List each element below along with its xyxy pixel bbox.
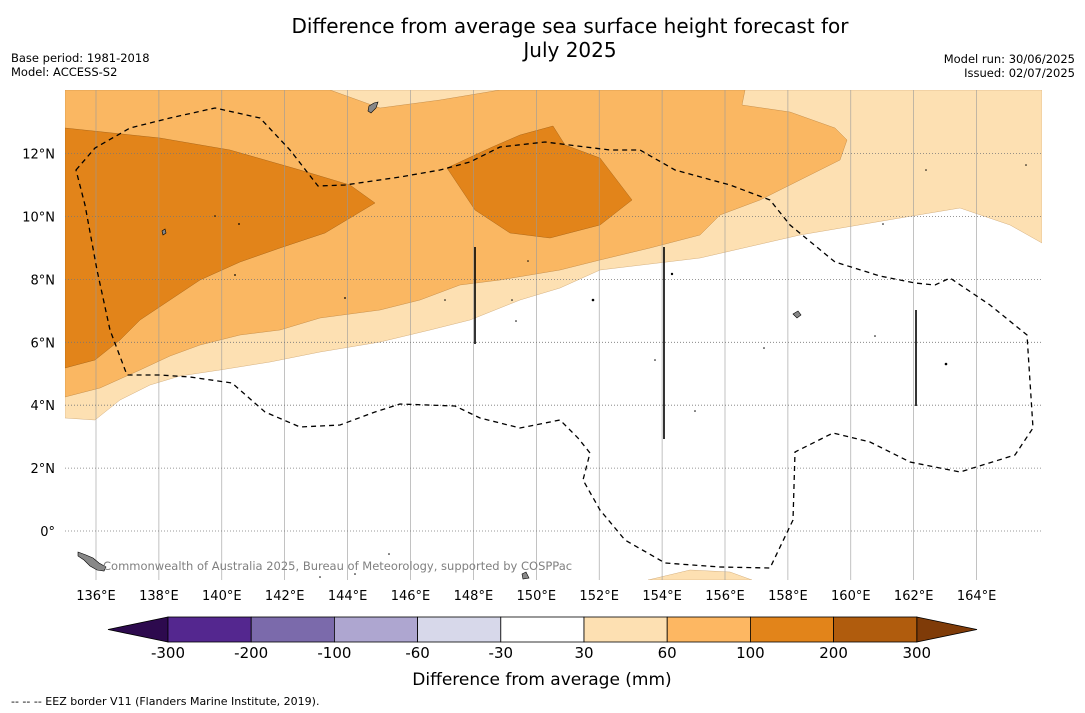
colorbar-tick-label: -300 bbox=[151, 644, 185, 662]
colorbar-over-arrow bbox=[916, 616, 978, 643]
lon-tick-label: 138°E bbox=[139, 589, 179, 604]
colorbar-segment bbox=[583, 616, 668, 643]
issued-date: Issued: 02/07/2025 bbox=[964, 66, 1075, 80]
colorbar-segment bbox=[417, 616, 502, 643]
lon-tick-label: 140°E bbox=[202, 589, 242, 604]
colorbar-segment bbox=[333, 616, 418, 643]
eez-border bbox=[75, 107, 1034, 569]
colorbar-tick-label: -30 bbox=[489, 644, 514, 662]
lat-tick-label: 2°N bbox=[31, 462, 56, 477]
lon-tick-label: 152°E bbox=[579, 589, 619, 604]
credit-text: Commonwealth of Australia 2025, Bureau o… bbox=[103, 559, 572, 573]
graticule bbox=[65, 90, 1042, 580]
lat-tick-label: 0° bbox=[40, 525, 55, 540]
model-run: Model run: 30/06/2025 bbox=[943, 52, 1075, 66]
meta-left: Base period: 1981-2018 Model: ACCESS-S2 bbox=[11, 51, 150, 79]
anomaly-band-30-60-south bbox=[647, 569, 753, 580]
lon-tick-label: 162°E bbox=[894, 589, 934, 604]
lon-tick-label: 164°E bbox=[957, 589, 997, 604]
colorbar: -300 -200 -100 -60 -30 30 60 100 200 300 Differenc… bbox=[107, 616, 978, 690]
map-title: Difference from average sea surface heig… bbox=[0, 14, 1085, 62]
colorbar-tick-label: -100 bbox=[317, 644, 351, 662]
colorbar-segment bbox=[250, 616, 335, 643]
lon-tick-label: 144°E bbox=[328, 589, 368, 604]
colorbar-segment bbox=[500, 616, 585, 643]
lon-tick-label: 148°E bbox=[454, 589, 494, 604]
lon-tick-label: 136°E bbox=[76, 589, 116, 604]
lon-tick-label: 146°E bbox=[391, 589, 431, 604]
meta-right: Model run: 30/06/2025 Issued: 02/07/2025 bbox=[944, 52, 1075, 80]
colorbar-tick-label: 100 bbox=[736, 644, 765, 662]
colorbar-tick-label: 60 bbox=[658, 644, 677, 662]
colorbar-tick-label: 300 bbox=[902, 644, 931, 662]
model-name: Model: ACCESS-S2 bbox=[11, 65, 118, 79]
colorbar-tick-label: -60 bbox=[405, 644, 430, 662]
eez-footnote: -- -- -- EEZ border V11 (Flanders Marine… bbox=[11, 695, 320, 708]
colorbar-segment bbox=[666, 616, 751, 643]
lat-tick-label: 8°N bbox=[31, 273, 56, 288]
colorbar-tick-label: -200 bbox=[234, 644, 268, 662]
colorbar-segment bbox=[750, 616, 835, 643]
island-south bbox=[521, 571, 530, 580]
lon-tick-label: 142°E bbox=[265, 589, 305, 604]
lat-axis: 12°N 10°N 8°N 6°N 4°N 2°N 0° bbox=[22, 148, 55, 540]
island-north bbox=[367, 101, 379, 114]
anomaly-band-100-200-central bbox=[446, 125, 633, 239]
lon-tick-label: 158°E bbox=[768, 589, 808, 604]
island-southwest bbox=[77, 551, 107, 572]
island-east bbox=[792, 310, 802, 319]
island-west bbox=[161, 228, 167, 236]
lon-tick-label: 154°E bbox=[642, 589, 682, 604]
marker-lines bbox=[474, 247, 917, 439]
map-area: Commonwealth of Australia 2025, Bureau o… bbox=[65, 90, 1042, 580]
lon-tick-label: 156°E bbox=[705, 589, 745, 604]
lat-tick-label: 10°N bbox=[22, 211, 55, 226]
colorbar-under-arrow bbox=[107, 616, 169, 643]
lon-axis: 136°E 138°E 140°E 142°E 144°E 146°E 148°E 150°E… bbox=[76, 589, 996, 604]
lon-tick-label: 160°E bbox=[831, 589, 871, 604]
lat-tick-label: 12°N bbox=[22, 148, 55, 163]
lat-tick-label: 4°N bbox=[31, 399, 56, 414]
title-line-2: July 2025 bbox=[523, 38, 617, 62]
colorbar-segment bbox=[833, 616, 918, 643]
colorbar-label: Difference from average (mm) bbox=[412, 670, 671, 690]
lat-tick-label: 6°N bbox=[31, 336, 56, 351]
base-period: Base period: 1981-2018 bbox=[11, 51, 150, 65]
colorbar-tick-label: 200 bbox=[819, 644, 848, 662]
title-line-1: Difference from average sea surface heig… bbox=[291, 14, 849, 38]
small-islets bbox=[214, 164, 1027, 578]
colorbar-tick-label: 30 bbox=[574, 644, 593, 662]
islands bbox=[77, 101, 802, 580]
lon-tick-label: 150°E bbox=[517, 589, 557, 604]
colorbar-segment bbox=[167, 616, 252, 643]
anomaly-band-100-200-west bbox=[65, 127, 376, 369]
